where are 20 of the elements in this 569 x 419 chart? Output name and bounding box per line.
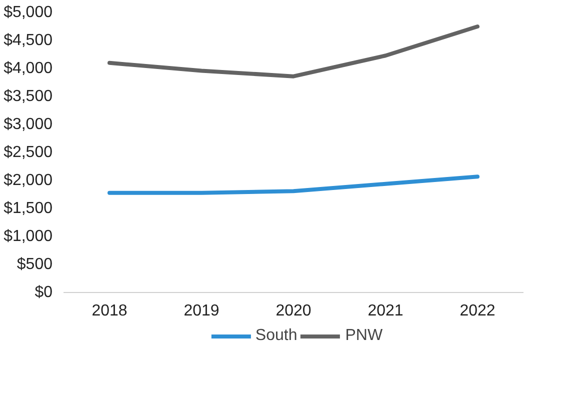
- x-tick-label: 2020: [276, 302, 312, 320]
- x-tick-label: 2019: [184, 302, 220, 320]
- x-tick-label: 2022: [460, 302, 496, 320]
- y-tick-label: $4,500: [4, 32, 53, 49]
- legend-label: South: [255, 327, 298, 345]
- line-series: [108, 174, 480, 195]
- y-tick-label: $3,000: [4, 116, 53, 133]
- x-tick-label: 2018: [92, 302, 128, 320]
- y-tick-label: $5,000: [4, 4, 53, 21]
- legend-label: PNW: [345, 327, 383, 345]
- y-tick-label: $2,500: [4, 144, 53, 161]
- line-series: [108, 24, 480, 78]
- y-tick-label: $2,000: [4, 172, 53, 189]
- y-tick-label: $0: [34, 284, 53, 301]
- x-tick-label: 2021: [368, 302, 404, 320]
- y-tick-label: $3,500: [4, 88, 53, 105]
- y-tick-label: $500: [16, 256, 53, 273]
- y-tick-label: $1,500: [4, 200, 53, 217]
- y-tick-label: $1,000: [4, 228, 53, 245]
- y-tick-label: $4,000: [4, 60, 53, 77]
